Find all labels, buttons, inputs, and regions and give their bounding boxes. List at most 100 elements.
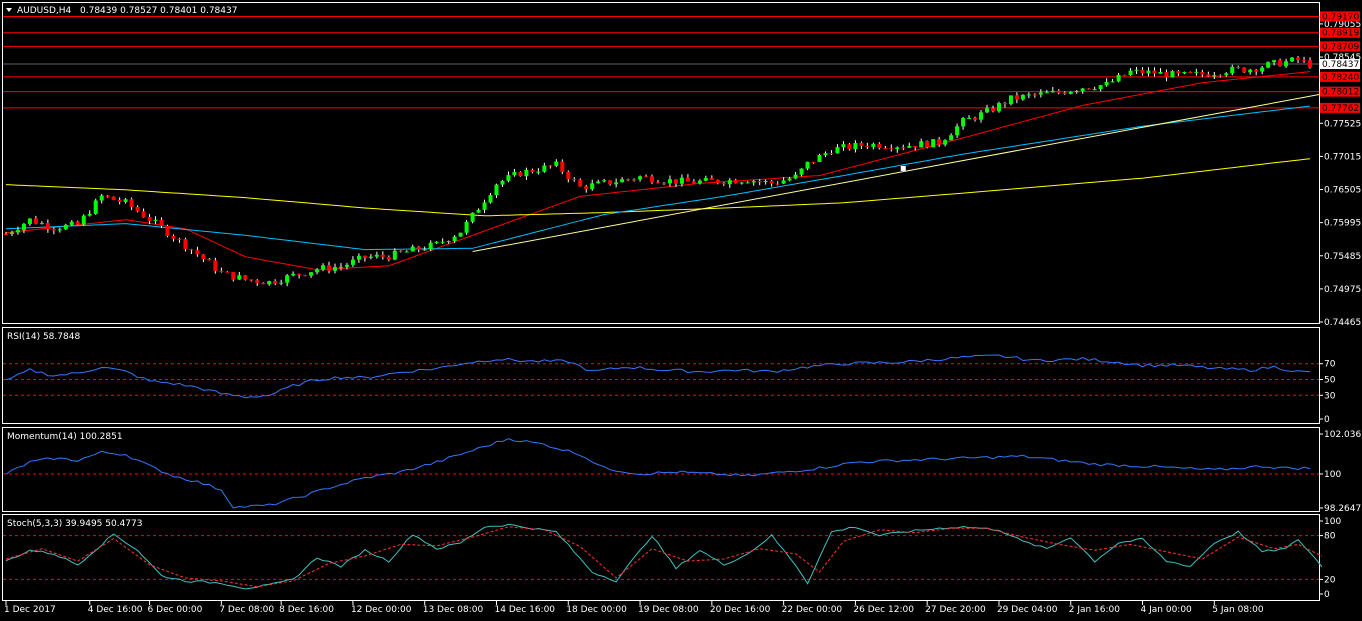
- price-flag: [1320, 102, 1360, 113]
- candle-body: [841, 144, 846, 148]
- candle-body: [327, 265, 332, 271]
- candle-body: [590, 183, 595, 190]
- candle-body: [267, 281, 272, 285]
- candle-body: [344, 264, 349, 267]
- candle-body: [1176, 71, 1181, 74]
- candle-body: [177, 238, 182, 240]
- candle-body: [159, 219, 164, 226]
- rsi-tick-label: 0: [1324, 415, 1330, 425]
- candle-body: [739, 182, 744, 184]
- price-tick-label: 0.75485: [1324, 252, 1361, 262]
- candle-body: [255, 280, 260, 283]
- candle-body: [572, 179, 577, 181]
- candle-body: [57, 229, 62, 231]
- candle-body: [261, 282, 266, 285]
- candle-body: [596, 181, 601, 184]
- candle-body: [1170, 71, 1175, 78]
- candle-body: [769, 181, 774, 184]
- moving-average-mid: [5, 158, 1311, 217]
- price-flag-label: 0.78709: [1322, 42, 1359, 52]
- candle-body: [919, 141, 924, 148]
- candle-body: [135, 206, 140, 212]
- candle-body: [111, 196, 116, 200]
- candle-body: [542, 165, 547, 172]
- candle-body: [285, 275, 290, 283]
- candle-body: [368, 256, 373, 258]
- candle-body: [709, 178, 714, 180]
- candle-body: [548, 165, 553, 167]
- candle-body: [638, 176, 643, 180]
- candle-body: [1296, 57, 1301, 60]
- candle-body: [1044, 92, 1049, 94]
- candle-body: [1212, 75, 1217, 77]
- candle-body: [626, 179, 631, 181]
- candle-body: [1098, 85, 1103, 90]
- candle-body: [21, 223, 26, 231]
- stoch-tick-label: 80: [1324, 532, 1336, 542]
- candle-body: [1200, 71, 1205, 75]
- candle-body: [1026, 94, 1031, 96]
- candle-body: [578, 179, 583, 187]
- candle-body: [195, 250, 200, 255]
- candle-body: [434, 241, 439, 243]
- horizontal-lines[interactable]: [3, 15, 1319, 109]
- candle-body: [1272, 60, 1277, 63]
- candle-body: [410, 246, 415, 252]
- moving-average-slow: [5, 105, 1311, 251]
- stoch-line: [5, 526, 1323, 588]
- rsi-panel-frame: [2, 327, 1320, 424]
- price-tick-label: 0.74975: [1324, 285, 1361, 295]
- candle-body: [536, 171, 541, 173]
- candle-body: [1038, 92, 1043, 95]
- candle-body: [350, 259, 355, 265]
- time-tick-label: 19 Dec 08:00: [638, 605, 699, 615]
- candle-body: [990, 108, 995, 112]
- candle-body: [632, 179, 637, 181]
- candle-body: [1308, 60, 1313, 68]
- candle-body: [584, 186, 589, 190]
- candle-body: [829, 153, 834, 155]
- candle-body: [338, 266, 343, 268]
- candle-body: [775, 183, 780, 185]
- candle-body: [297, 273, 302, 276]
- candle-body: [697, 180, 702, 184]
- price-flag: [1320, 86, 1360, 97]
- candle-body: [650, 176, 655, 183]
- triangle-down-icon[interactable]: [6, 8, 12, 12]
- price-tick-label: 0.74465: [1324, 318, 1361, 328]
- candle-body: [1224, 73, 1229, 76]
- candle-body: [949, 135, 954, 141]
- time-tick-label: 6 Dec 00:00: [148, 605, 203, 615]
- time-tick-label: 4 Dec 16:00: [88, 605, 143, 615]
- stoch-panel-frame: [2, 514, 1320, 601]
- time-tick-label: 13 Dec 08:00: [423, 605, 484, 615]
- candle-body: [93, 200, 98, 214]
- candle-body: [440, 241, 445, 243]
- candle-body: [446, 241, 451, 243]
- candle-body: [1080, 88, 1085, 92]
- price-flag-label: 0.77762: [1322, 104, 1359, 114]
- time-tick-label: 7 Dec 08:00: [219, 605, 274, 615]
- candle-body: [171, 235, 176, 239]
- candle-body: [1242, 67, 1247, 73]
- candle-body: [1218, 75, 1223, 77]
- rsi-line: [5, 354, 1311, 399]
- candle-body: [1056, 90, 1061, 93]
- candle-body: [374, 254, 379, 257]
- candle-body: [500, 180, 505, 185]
- candle-body: [69, 221, 74, 225]
- time-tick-label: 22 Dec 00:00: [782, 605, 843, 615]
- candle-body: [644, 176, 649, 178]
- candle-body: [955, 126, 960, 136]
- price-flag-label: 0.78012: [1322, 88, 1359, 98]
- candle-body: [871, 143, 876, 147]
- candle-body: [943, 140, 948, 145]
- time-tick-label: 27 Dec 20:00: [925, 605, 986, 615]
- candle-body: [237, 275, 242, 280]
- candle-body: [428, 242, 433, 250]
- candle-body: [967, 117, 972, 119]
- candle-body: [512, 172, 517, 176]
- candle-body: [733, 180, 738, 184]
- candle-body: [1122, 74, 1127, 76]
